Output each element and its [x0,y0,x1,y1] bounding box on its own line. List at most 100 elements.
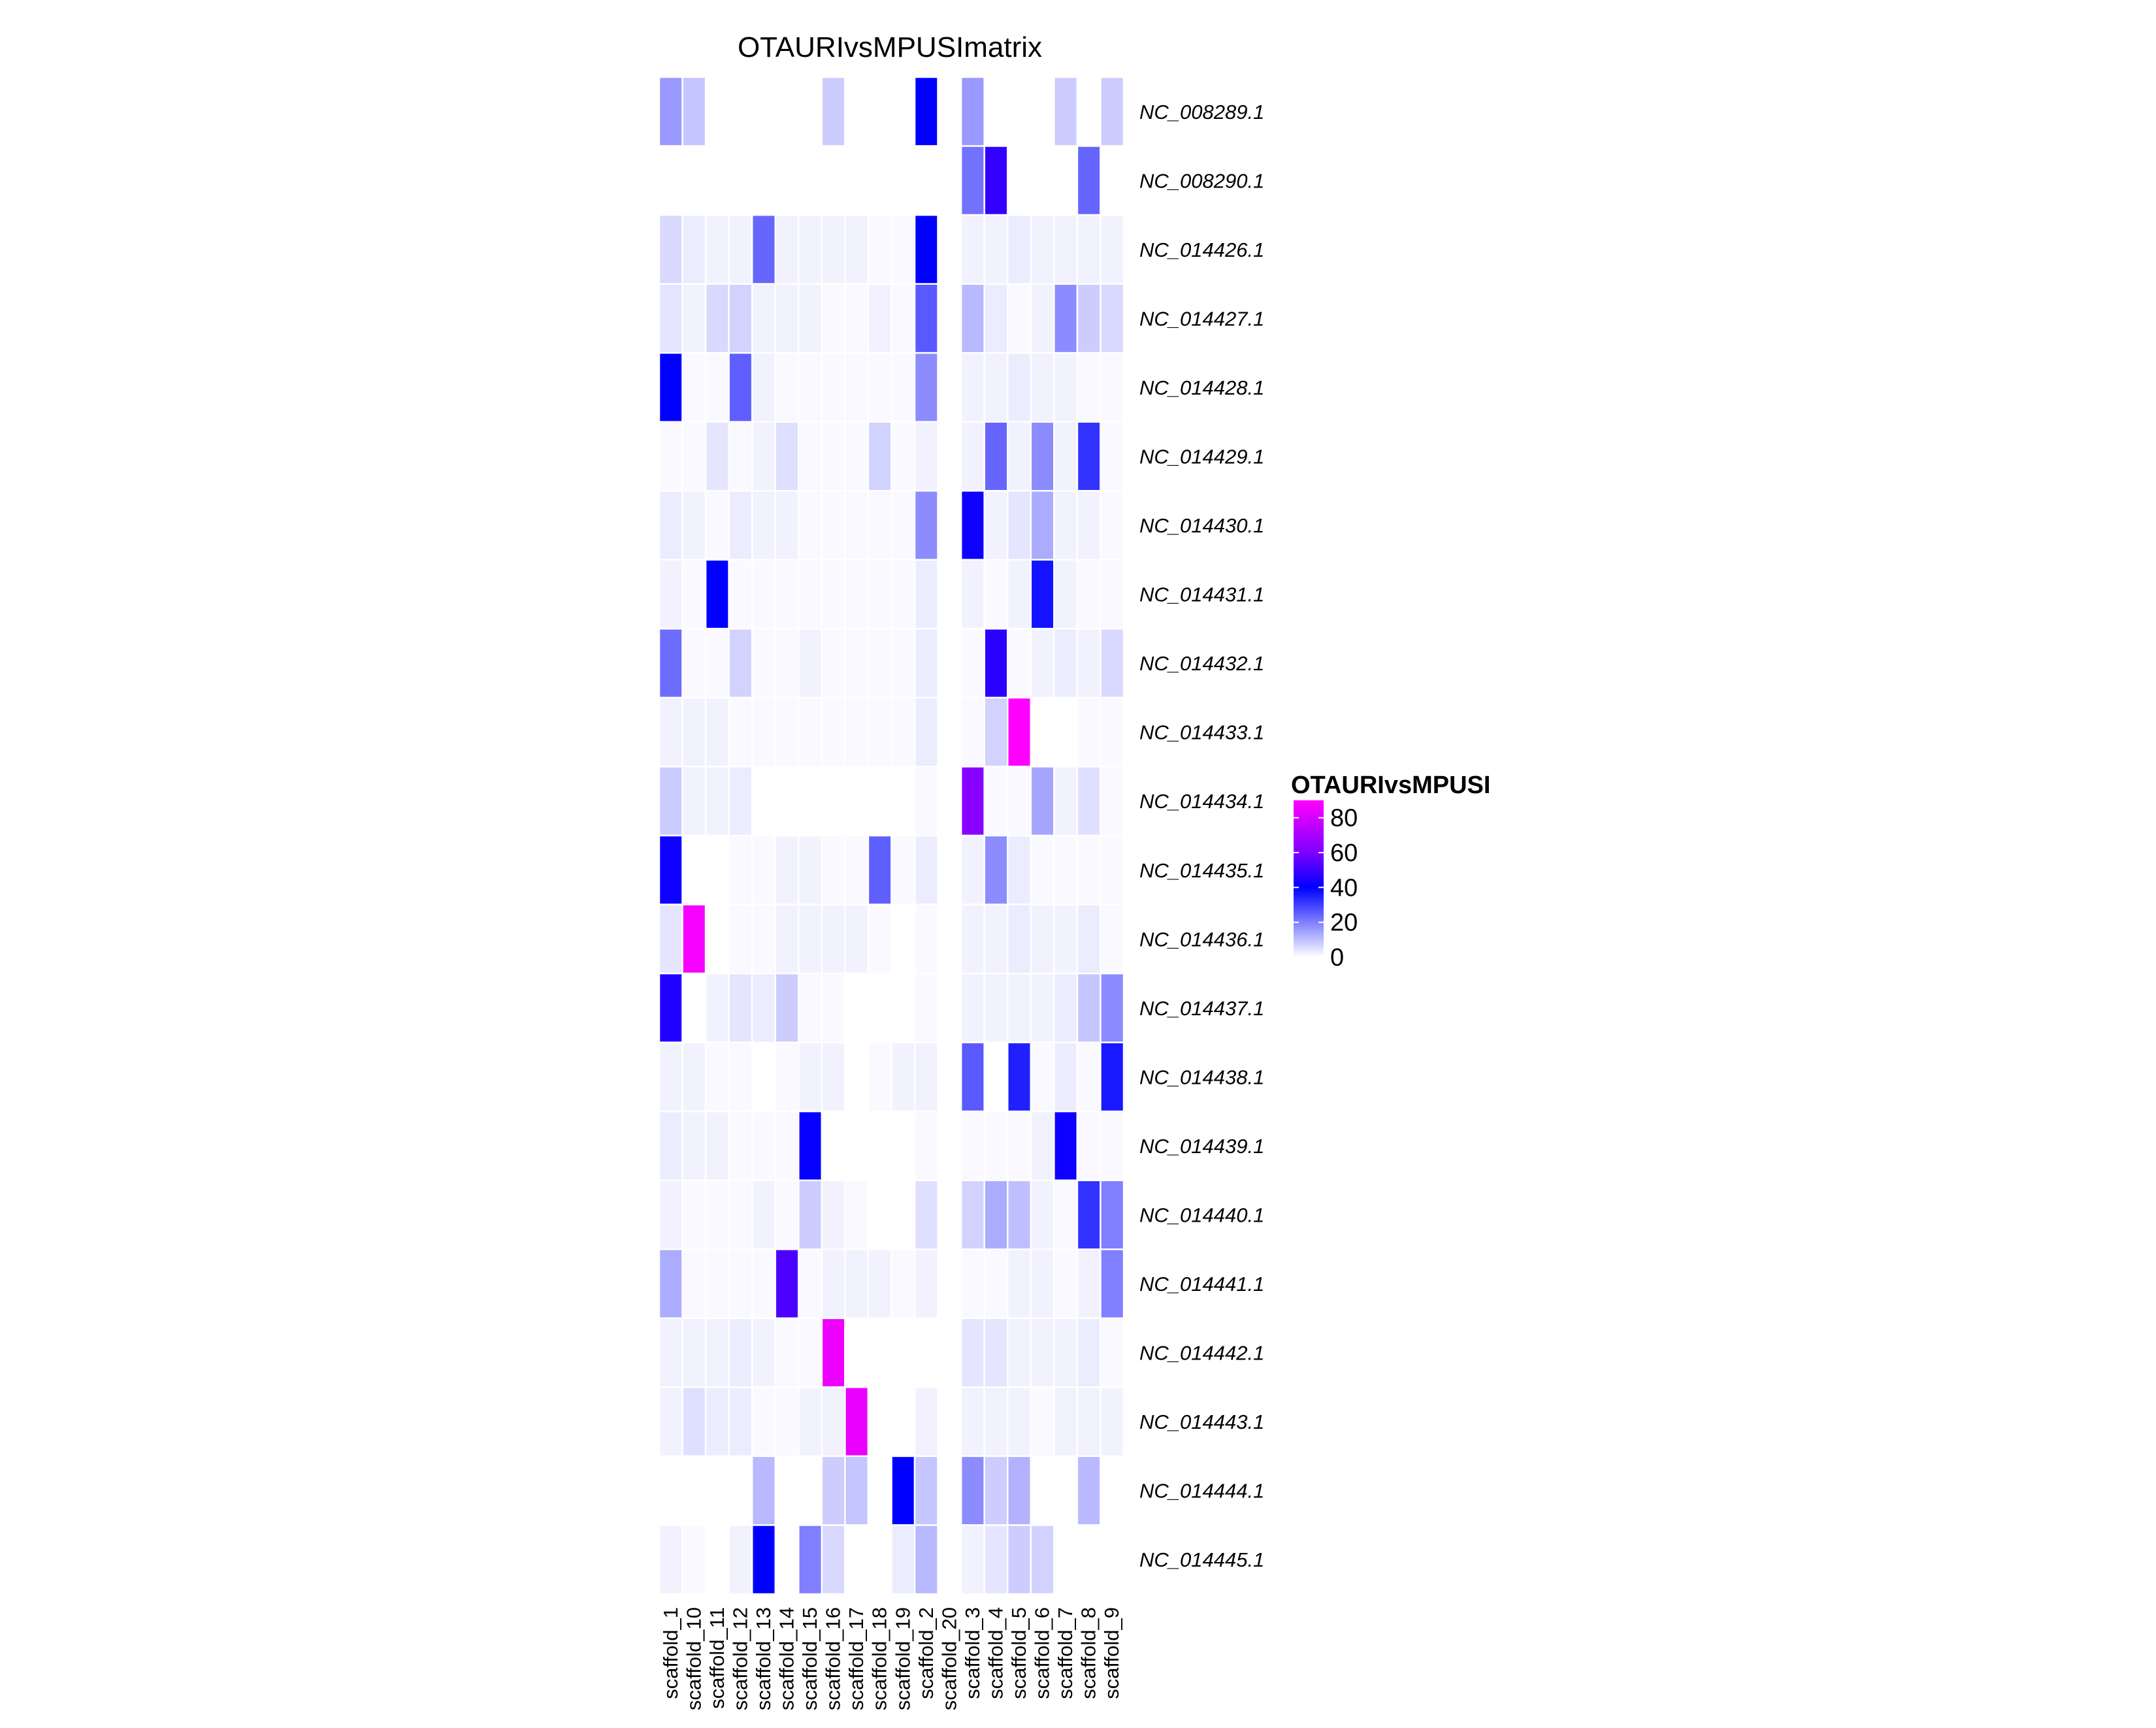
heatmap-cell [867,834,892,905]
column-label: scaffold_2 [915,1607,938,1699]
heatmap-cell [774,421,800,492]
heatmap-cell [983,696,1009,768]
column-label: scaffold_4 [985,1607,1007,1699]
row-label: NC_014431.1 [1139,583,1264,606]
heatmap-cell [798,1041,823,1113]
heatmap-cell [704,559,730,630]
heatmap-cell [867,972,892,1043]
heatmap-cell [844,214,870,285]
heatmap-cell [983,1524,1009,1595]
heatmap-cell [983,1317,1009,1388]
heatmap-cell [1030,1179,1055,1250]
heatmap-cell [1007,421,1032,492]
heatmap-cell [1100,1524,1125,1595]
heatmap-cell [798,283,823,354]
heatmap-cell [1030,1455,1055,1526]
row-label: NC_014441.1 [1139,1273,1264,1296]
heatmap-cell [867,559,892,630]
heatmap-cell [890,283,916,354]
legend-colorbar [1294,800,1324,957]
heatmap-cell [844,421,870,492]
heatmap-cell [704,1179,730,1250]
heatmap-cell [821,696,846,768]
heatmap-cell [1053,283,1079,354]
heatmap-cell [728,904,753,975]
heatmap-cell [1053,1248,1079,1320]
legend-tick-label: 80 [1330,805,1358,832]
heatmap-cell [774,1248,800,1320]
heatmap-cell [751,490,776,561]
heatmap-cell [913,1317,939,1388]
heatmap-cell [681,351,707,423]
heatmap-cell [1030,1110,1055,1181]
heatmap-cell [1030,351,1055,423]
heatmap-cell [1007,490,1032,561]
heatmap-cell [681,904,707,975]
column-label: scaffold_14 [776,1607,798,1710]
heatmap-cell [1053,214,1079,285]
heatmap-cell [1076,214,1102,285]
heatmap-cell [937,1110,962,1181]
heatmap-cell [821,351,846,423]
heatmap-cell [867,214,892,285]
column-label: scaffold_1 [659,1607,682,1699]
heatmap-cell [844,834,870,905]
row-label: NC_014428.1 [1139,376,1264,399]
heatmap-cell [913,1041,939,1113]
heatmap-cell [751,283,776,354]
heatmap-cell [774,904,800,975]
heatmap-cell [728,1455,753,1526]
heatmap-cell [658,972,683,1043]
heatmap-cell [681,766,707,837]
heatmap-cell [1053,1386,1079,1458]
heatmap-cell [751,1386,776,1458]
heatmap-cell [751,766,776,837]
heatmap-cell [890,696,916,768]
column-label: scaffold_19 [891,1607,914,1710]
heatmap-cell [751,1248,776,1320]
heatmap-cell [658,1386,683,1458]
heatmap-cell [704,351,730,423]
heatmap-cell [844,904,870,975]
heatmap-cell [867,904,892,975]
heatmap-cell [1100,1179,1125,1250]
heatmap-cell [821,1455,846,1526]
row-label: NC_008289.1 [1139,101,1264,123]
heatmap-cell [774,351,800,423]
heatmap-cell [728,696,753,768]
column-label: scaffold_18 [868,1607,891,1710]
heatmap-cell [728,834,753,905]
heatmap-cell [1030,628,1055,699]
heatmap-cell [1030,904,1055,975]
heatmap-cell [1100,628,1125,699]
heatmap-cell [1100,1317,1125,1388]
column-label: scaffold_13 [752,1607,775,1710]
heatmap-cell [681,145,707,216]
heatmap-cell [867,696,892,768]
heatmap-cell [728,145,753,216]
heatmap-cell [821,76,846,147]
heatmap-cell [1007,1455,1032,1526]
heatmap-cell [658,1248,683,1320]
heatmap-cell [821,1110,846,1181]
heatmap-cell [774,1386,800,1458]
heatmap-cell [728,559,753,630]
heatmap-cell [658,1317,683,1388]
heatmap-cell [983,904,1009,975]
heatmap-cell [1076,904,1102,975]
heatmap-cell [1100,1386,1125,1458]
heatmap-cell [728,76,753,147]
heatmap-cell [798,972,823,1043]
heatmap-cell [658,145,683,216]
heatmap-cell [704,283,730,354]
heatmap-cell [867,1524,892,1595]
heatmap-cell [1053,421,1079,492]
heatmap-cell [1100,351,1125,423]
heatmap-cell [913,766,939,837]
heatmap-cell [798,766,823,837]
heatmap-cell [798,628,823,699]
heatmap-cell [913,1524,939,1595]
heatmap-cell [1100,559,1125,630]
heatmap-cell [960,834,985,905]
heatmap-cell [821,1041,846,1113]
